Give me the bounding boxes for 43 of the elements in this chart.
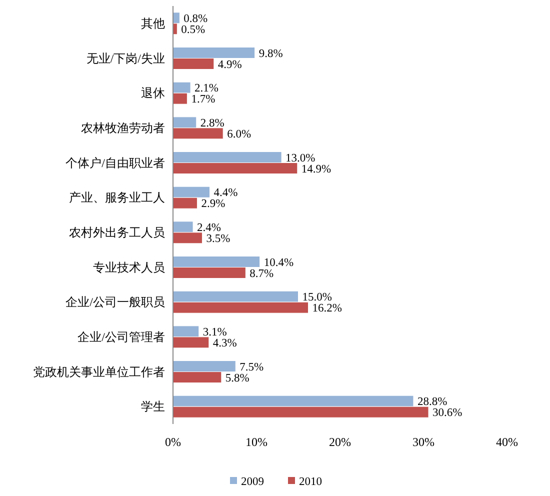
y-tick-label: 个体户/自由职业者	[66, 156, 165, 170]
data-label: 7.5%	[240, 361, 264, 374]
data-label: 9.8%	[258, 48, 284, 60]
data-label: 1.7%	[191, 94, 216, 106]
data-label: 4.3%	[212, 337, 238, 350]
x-tick-label: 20%	[329, 435, 351, 449]
y-tick-label: 退休	[141, 86, 165, 100]
y-tick-label: 其他	[141, 16, 165, 30]
data-label: 8.7%	[250, 268, 274, 280]
y-tick-label: 企业/公司管理者	[78, 330, 165, 344]
y-tick-label: 农林牧渔劳动者	[81, 120, 165, 135]
data-label: 2.4%	[197, 222, 222, 234]
y-tick-label: 无业/下岗/失业	[86, 51, 165, 66]
data-label: 28.8%	[417, 396, 448, 408]
legend-label: 2010	[299, 476, 322, 488]
data-label: 30.6%	[432, 407, 463, 420]
data-label: 5.8%	[225, 372, 250, 384]
data-label: 6.0%	[227, 128, 252, 140]
data-label: 10.4%	[264, 256, 294, 269]
y-tick-label: 党政机关事业单位工作者	[33, 364, 165, 379]
y-tick-label: 农村外出务工人员	[69, 225, 165, 240]
data-label: 2.8%	[200, 117, 225, 130]
data-label: 15.0%	[302, 292, 332, 304]
data-label: 16.2%	[312, 302, 342, 315]
data-label: 4.9%	[218, 58, 242, 71]
data-label: 4.4%	[214, 187, 238, 200]
x-tick-label: 40%	[496, 435, 518, 449]
legend-label: 2009	[241, 476, 264, 488]
x-tick-label: 10%	[246, 435, 268, 449]
data-label: 0.5%	[181, 24, 206, 36]
y-tick-label: 企业/公司一般职员	[66, 295, 165, 310]
x-tick-label: 30%	[412, 435, 434, 449]
x-tick-label: 0%	[165, 435, 181, 449]
y-tick-label: 产业、服务业工人	[69, 190, 165, 205]
data-label: 2.1%	[194, 82, 219, 95]
data-label: 2.9%	[201, 198, 226, 210]
y-tick-label: 专业技术人员	[93, 260, 165, 274]
data-label: 14.9%	[301, 163, 332, 176]
y-tick-label: 学生	[141, 400, 165, 414]
data-label: 0.8%	[184, 12, 208, 25]
data-label: 3.1%	[202, 326, 228, 338]
data-label: 3.5%	[206, 232, 231, 245]
data-label: 13.0%	[286, 152, 316, 164]
